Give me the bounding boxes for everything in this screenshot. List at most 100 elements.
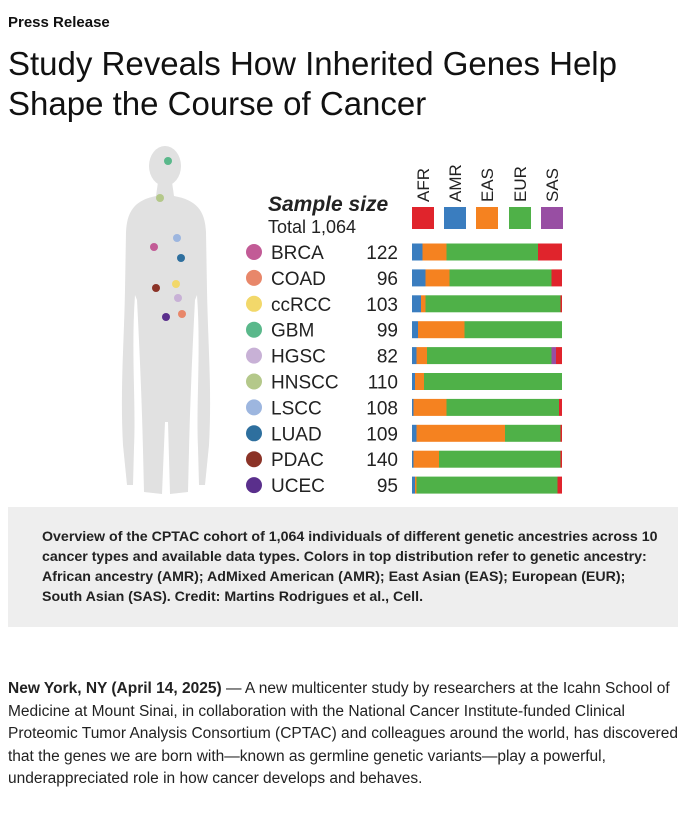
body-dot-gbm: [164, 157, 172, 165]
bar-segment-eas: [413, 450, 439, 468]
bar-segment-eur: [427, 347, 552, 365]
cancer-row-gbm: GBM 99: [246, 321, 562, 342]
cancer-sample-count: 109: [366, 424, 398, 445]
total-label: Total 1,064: [268, 217, 356, 237]
legend-label-eur: EUR: [511, 166, 530, 202]
legend-label-amr: AMR: [446, 164, 465, 202]
cancer-dot-pdac: [246, 451, 262, 468]
cancer-name: HNSCC: [271, 373, 339, 394]
sample-size-label: Sample size: [268, 193, 389, 216]
bar-segment-amr: [412, 373, 415, 390]
body-dot-hnscc: [156, 194, 164, 202]
body-dot-luad: [177, 254, 185, 262]
bar-segment-eur: [425, 295, 561, 313]
cancer-row-ccrcc: ccRCC 103: [246, 295, 562, 316]
cancer-name: ccRCC: [271, 295, 331, 316]
article-text: — A new multicenter study by researchers…: [8, 680, 678, 787]
bar-segment-amr: [412, 476, 415, 494]
bar-segment-eas: [415, 476, 417, 494]
bar-segment-afr: [560, 295, 562, 313]
body-dot-ccrcc: [172, 280, 180, 288]
bar-segment-afr: [559, 398, 562, 416]
cancer-name: COAD: [271, 269, 326, 290]
bar-segment-eas: [416, 347, 427, 365]
legend-swatch-sas: [541, 207, 563, 229]
body-dot-pdac: [152, 284, 160, 292]
page-title: Study Reveals How Inherited Genes Help S…: [8, 45, 617, 122]
cancer-row-brca: BRCA 122: [246, 243, 562, 264]
legend-label-afr: AFR: [414, 168, 433, 202]
bar-segment-afr: [556, 347, 562, 365]
bar-segment-afr: [560, 424, 562, 442]
bar-segment-afr: [557, 476, 562, 494]
cancer-row-hnscc: HNSCC 110: [246, 373, 562, 394]
bar-segment-eur: [439, 450, 561, 468]
cancer-sample-count: 108: [366, 398, 398, 419]
cancer-dot-hgsc: [246, 347, 262, 364]
cancer-dot-hnscc: [246, 373, 262, 390]
bar-segment-eur: [446, 243, 538, 261]
bar-segment-eas: [413, 398, 447, 416]
cancer-dot-luad: [246, 425, 262, 442]
bar-segment-eas: [415, 373, 424, 390]
press-release-kicker: Press Release: [8, 14, 110, 31]
legend-label-eas: EAS: [478, 168, 497, 202]
cancer-row-hgsc: HGSC 82: [246, 347, 562, 368]
bar-segment-amr: [412, 424, 417, 442]
cancer-dot-brca: [246, 244, 262, 260]
bar-segment-eur: [446, 398, 559, 416]
bar-segment-eur: [464, 321, 562, 339]
cancer-sample-count: 95: [377, 476, 398, 497]
cancer-sample-count: 82: [377, 347, 398, 368]
article-dateline: New York, NY (April 14, 2025): [8, 680, 222, 697]
cancer-name: BRCA: [271, 243, 324, 264]
cancer-sample-count: 99: [377, 321, 398, 342]
bar-segment-eas: [418, 321, 465, 339]
cancer-name: UCEC: [271, 476, 325, 497]
bar-segment-amr: [412, 321, 418, 339]
bar-segment-amr: [412, 295, 421, 313]
bar-segment-amr: [412, 450, 414, 468]
bar-segment-eur: [505, 424, 561, 442]
cancer-name: GBM: [271, 321, 314, 342]
article-paragraph: New York, NY (April 14, 2025) — A new mu…: [8, 678, 678, 791]
cancer-row-pdac: PDAC 140: [246, 450, 562, 471]
body-dot-ucec: [162, 313, 170, 321]
bar-segment-amr: [412, 398, 414, 416]
bar-segment-eas: [421, 295, 426, 313]
bar-segment-afr: [560, 450, 562, 468]
cancer-sample-count: 140: [366, 450, 398, 471]
cancer-dot-gbm: [246, 321, 262, 338]
cancer-dot-ccrcc: [246, 295, 262, 312]
figure-caption: Overview of the CPTAC cohort of 1,064 in…: [42, 529, 658, 605]
bar-segment-eur: [424, 373, 562, 390]
bar-segment-amr: [412, 269, 426, 287]
cancer-sample-count: 110: [368, 373, 398, 394]
bar-segment-sas: [551, 347, 556, 365]
legend-label-sas: SAS: [543, 168, 562, 202]
bar-segment-afr: [551, 269, 562, 287]
cancer-row-coad: COAD 96: [246, 269, 562, 290]
body-dot-hgsc: [174, 294, 182, 302]
bar-segment-eas: [425, 269, 450, 287]
cancer-name: LUAD: [271, 424, 322, 445]
bar-segment-afr: [538, 243, 562, 261]
cohort-figure: Sample size Total 1,064 AFR AMR EAS EUR SAS …: [0, 140, 694, 502]
body-dot-coad: [178, 310, 186, 318]
bar-segment-eur: [416, 476, 558, 494]
cancer-row-ucec: UCEC 95: [246, 476, 562, 497]
body-silhouette: [121, 146, 211, 494]
cancer-sample-count: 122: [366, 243, 398, 264]
legend-swatch-afr: [412, 207, 434, 229]
cancer-dot-ucec: [246, 477, 262, 494]
cancer-name: HGSC: [271, 347, 326, 368]
legend-swatch-eur: [509, 207, 531, 229]
cancer-sample-count: 96: [377, 269, 398, 290]
bar-segment-eas: [416, 424, 505, 442]
cancer-dot-lscc: [246, 399, 262, 416]
bar-segment-amr: [412, 347, 417, 365]
bar-segment-eur: [449, 269, 552, 287]
bar-segment-amr: [412, 243, 423, 261]
figure-caption-box: Overview of the CPTAC cohort of 1,064 in…: [8, 507, 678, 627]
cohort-figure-svg: Sample size Total 1,064 AFR AMR EAS EUR SAS …: [121, 146, 563, 497]
